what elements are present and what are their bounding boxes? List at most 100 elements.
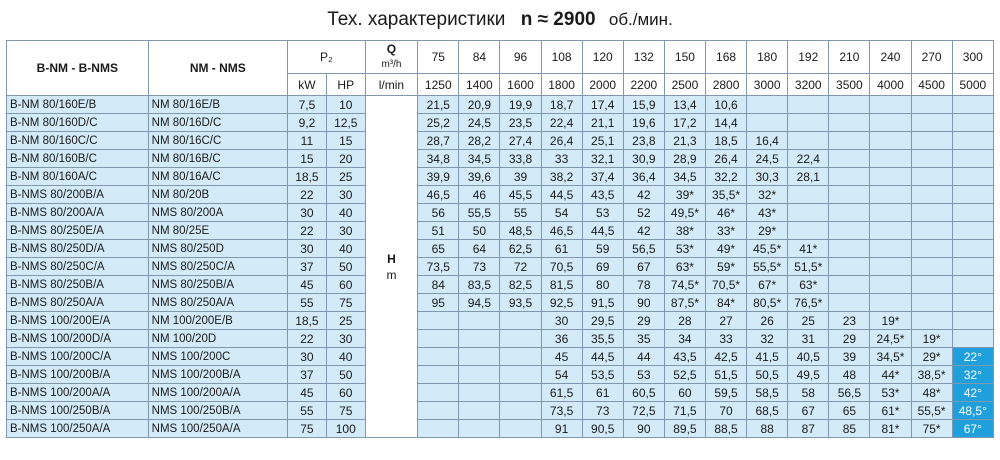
q-m3h-cell: 168 [704,40,748,74]
head-value-cell: 24,5 [746,149,789,168]
head-value-cell [417,401,460,420]
model-nm-cell: NM 80/25E [147,221,289,240]
head-value-cell: 90 [622,419,665,438]
head-value-cell: 92,5 [540,293,583,312]
head-value-cell [417,347,460,366]
head-value-cell: 70,5 [540,257,583,276]
model-bnm-cell: B-NMS 80/250A/A [6,293,149,312]
head-value-cell: 23,5 [499,113,542,132]
table-row: B-NM 80/160D/C NM 80/16D/C 9,2 12,5 25,2 24,5… [6,113,995,132]
head-value-cell: 67 [622,257,665,276]
head-value-cell [869,113,912,132]
head-value-cell: 34,5 [663,167,706,186]
head-value-cell: 25,1 [581,131,624,150]
model-bnm-cell: B-NMS 80/250E/A [6,221,149,240]
head-value-cell: 61 [540,239,583,258]
head-value-cell: 44* [869,365,912,384]
head-value-cell [951,221,995,240]
power-hp-cell: 12,5 [325,113,366,132]
head-value-cell [828,95,871,114]
head-value-cell: 56,5 [622,239,665,258]
head-value-cell: 32,1 [581,149,624,168]
header-q-unit: m³/h [381,59,402,70]
spec-table: B-NM - B-NMS NM - NMS P₂ Q m³/h 75 84 96… [6,40,995,438]
head-value-cell: 46* [704,203,748,222]
head-value-cell: 29* [746,221,789,240]
q-m3h-cell: 192 [787,40,830,74]
q-lmin-cell: 2800 [704,73,748,96]
power-hp-cell: 40 [325,203,366,222]
head-value-cell [951,95,995,114]
head-value-cell: 67* [746,275,789,294]
head-value-cell: 44,5 [581,347,624,366]
head-value-cell: 39,9 [417,167,460,186]
q-lmin-cell: 2500 [663,73,706,96]
head-value-cell: 42° [951,383,995,402]
head-value-cell [951,203,995,222]
model-nm-cell: NM 100/20D [147,329,289,348]
power-hp-cell: 60 [325,383,366,402]
head-value-cell [458,401,501,420]
model-nm-cell: NMS 80/250A/A [147,293,289,312]
head-value-cell: 63* [663,257,706,276]
head-value-cell: 20,9 [458,95,501,114]
head-value-cell [499,329,542,348]
head-value-cell: 51,5 [704,365,748,384]
head-value-cell [458,383,501,402]
head-value-cell: 32* [746,185,789,204]
head-value-cell: 93,5 [499,293,542,312]
head-value-cell: 34,5 [458,149,501,168]
head-value-cell: 61* [869,401,912,420]
head-value-cell: 45 [540,347,583,366]
head-value-cell: 22,4 [540,113,583,132]
head-value-cell: 44,5 [540,185,583,204]
head-value-cell: 37,4 [581,167,624,186]
head-value-cell [787,185,830,204]
head-value-cell [951,131,995,150]
head-value-cell: 43,5 [663,347,706,366]
model-nm-cell: NMS 80/250B/A [147,275,289,294]
head-value-cell: 45,5 [499,185,542,204]
table-row: B-NMS 80/200B/A NM 80/20B 22 30 46,5 46 45,5 44… [6,185,995,204]
q-m3h-cell: 300 [951,40,995,74]
table-row: B-NM 80/160B/C NM 80/16B/C 15 20 34,8 34,5 33,… [6,149,995,168]
table-row: B-NM 80/160C/C NM 80/16C/C 11 15 28,7 28,2 27,… [6,131,995,150]
head-value-cell: 48,5° [951,401,995,420]
head-value-cell [499,365,542,384]
table-row: B-NMS 80/250E/A NM 80/25E 22 30 51 50 48,5 46,5… [6,221,995,240]
table-row: B-NMS 80/250C/A NMS 80/250C/A 37 50 73,5 73 72… [6,257,995,276]
head-value-cell [869,239,912,258]
power-kw-cell: 55 [287,293,327,312]
head-value-cell [458,365,501,384]
model-nm-cell: NM 80/16E/B [147,95,289,114]
head-value-cell [417,383,460,402]
head-value-cell: 53* [869,383,912,402]
head-value-cell: 44,5 [581,221,624,240]
head-value-cell [417,311,460,330]
head-value-cell [787,95,830,114]
head-value-cell [910,95,953,114]
power-hp-cell: 75 [325,401,366,420]
title-rpm: n ≈ 2900 [520,9,596,30]
head-value-cell: 50,5 [746,365,789,384]
power-kw-cell: 45 [287,275,327,294]
head-value-cell [746,113,789,132]
head-value-cell [910,113,953,132]
head-value-cell [951,293,995,312]
head-value-cell [828,257,871,276]
head-value-cell: 91,5 [581,293,624,312]
head-value-cell: 13,4 [663,95,706,114]
head-value-cell: 48* [910,383,953,402]
power-hp-cell: 75 [325,293,366,312]
head-value-cell: 62,5 [499,239,542,258]
power-kw-cell: 30 [287,347,327,366]
head-value-cell [828,221,871,240]
head-value-cell [910,149,953,168]
head-value-cell: 85 [828,419,871,438]
model-bnm-cell: B-NMS 80/250D/A [6,239,149,258]
q-m3h-cell: 210 [828,40,871,74]
head-value-cell: 50 [458,221,501,240]
head-value-cell: 59* [704,257,748,276]
head-value-cell: 17,4 [581,95,624,114]
head-value-cell: 26,4 [704,149,748,168]
